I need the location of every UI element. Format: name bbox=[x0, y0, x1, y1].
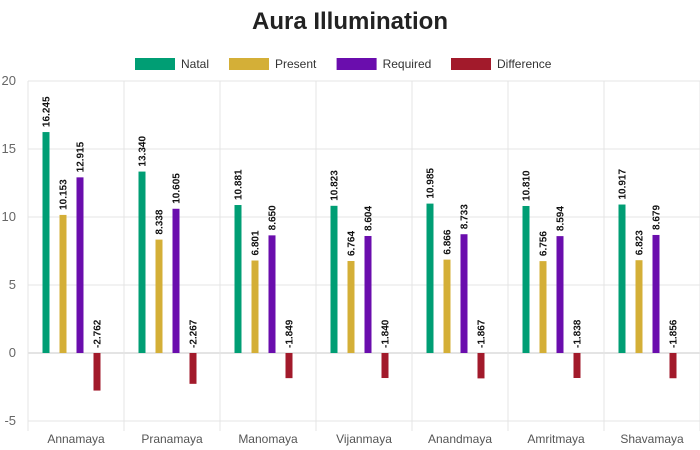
legend-swatch bbox=[336, 58, 377, 70]
y-tick-label: 15 bbox=[2, 141, 16, 156]
y-tick-label: -5 bbox=[4, 413, 16, 428]
x-tick-label: Annamaya bbox=[47, 432, 105, 446]
legend-swatch bbox=[135, 58, 175, 70]
data-label: -2.762 bbox=[93, 319, 104, 348]
bar-required bbox=[556, 236, 564, 353]
data-label: 6.823 bbox=[635, 230, 646, 255]
bar-natal bbox=[330, 205, 338, 353]
data-label: -1.849 bbox=[285, 319, 296, 348]
data-label: 8.733 bbox=[460, 204, 471, 229]
data-label: 6.756 bbox=[539, 231, 550, 256]
bar-present bbox=[251, 260, 259, 353]
bar-natal bbox=[42, 132, 50, 353]
data-label: -1.867 bbox=[477, 319, 488, 348]
data-label: 8.594 bbox=[556, 206, 567, 231]
bar-natal bbox=[426, 203, 434, 353]
data-label: -1.856 bbox=[669, 319, 680, 348]
bar-difference bbox=[669, 353, 677, 379]
data-label: 10.823 bbox=[330, 170, 341, 201]
y-tick-label: 0 bbox=[9, 345, 16, 360]
data-label: 10.153 bbox=[59, 179, 70, 210]
y-tick-label: 10 bbox=[2, 209, 16, 224]
data-label: 12.915 bbox=[76, 141, 87, 172]
legend-swatch bbox=[229, 58, 269, 70]
bar-required bbox=[268, 235, 276, 353]
bar-difference bbox=[189, 353, 197, 384]
legend-label: Present bbox=[275, 57, 317, 71]
bar-required bbox=[76, 177, 84, 353]
legend-swatch bbox=[451, 58, 491, 70]
x-tick-label: Amritmaya bbox=[527, 432, 585, 446]
bar-required bbox=[172, 208, 180, 353]
data-label: 8.604 bbox=[364, 206, 375, 231]
bar-required bbox=[364, 235, 372, 353]
chart-title: Aura Illumination bbox=[251, 8, 448, 35]
data-label: 6.764 bbox=[347, 231, 358, 256]
bar-required bbox=[460, 234, 468, 353]
data-label: 6.866 bbox=[443, 229, 454, 254]
bar-difference bbox=[477, 353, 485, 379]
data-label: 16.245 bbox=[42, 96, 53, 127]
data-label: 8.679 bbox=[652, 205, 663, 230]
bar-required bbox=[652, 234, 660, 353]
data-label: 10.810 bbox=[522, 170, 533, 201]
bar-difference bbox=[93, 353, 101, 391]
x-tick-label: Shavamaya bbox=[620, 432, 684, 446]
data-label: -1.840 bbox=[381, 319, 392, 348]
x-tick-label: Manomaya bbox=[238, 432, 298, 446]
data-label: 10.605 bbox=[172, 173, 183, 204]
data-label: -1.838 bbox=[573, 319, 584, 348]
bar-natal bbox=[234, 205, 242, 353]
data-label: 13.340 bbox=[138, 136, 149, 167]
data-label: 10.985 bbox=[426, 168, 437, 199]
x-tick-label: Pranamaya bbox=[141, 432, 203, 446]
legend-label: Required bbox=[383, 57, 432, 71]
x-tick-label: Anandmaya bbox=[428, 432, 492, 446]
bar-natal bbox=[522, 205, 530, 353]
legend-label: Natal bbox=[181, 57, 209, 71]
y-tick-label: 20 bbox=[2, 73, 16, 88]
legend-label: Difference bbox=[497, 57, 552, 71]
y-tick-label: 5 bbox=[9, 277, 16, 292]
bar-present bbox=[59, 214, 67, 353]
x-tick-label: Vijanmaya bbox=[336, 432, 392, 446]
bar-natal bbox=[618, 204, 626, 353]
bar-difference bbox=[381, 353, 389, 379]
data-label: 10.917 bbox=[618, 169, 629, 200]
bar-difference bbox=[573, 353, 581, 378]
bar-present bbox=[155, 239, 163, 353]
bar-present bbox=[347, 261, 355, 353]
bar-present bbox=[539, 261, 547, 353]
bar-present bbox=[443, 259, 451, 353]
bar-present bbox=[635, 260, 643, 353]
data-label: -2.267 bbox=[189, 319, 200, 348]
data-label: 6.801 bbox=[251, 230, 262, 255]
data-label: 8.650 bbox=[268, 205, 279, 230]
bar-natal bbox=[138, 171, 146, 353]
bar-difference bbox=[285, 353, 293, 379]
data-label: 10.881 bbox=[234, 169, 245, 200]
data-label: 8.338 bbox=[155, 209, 166, 234]
